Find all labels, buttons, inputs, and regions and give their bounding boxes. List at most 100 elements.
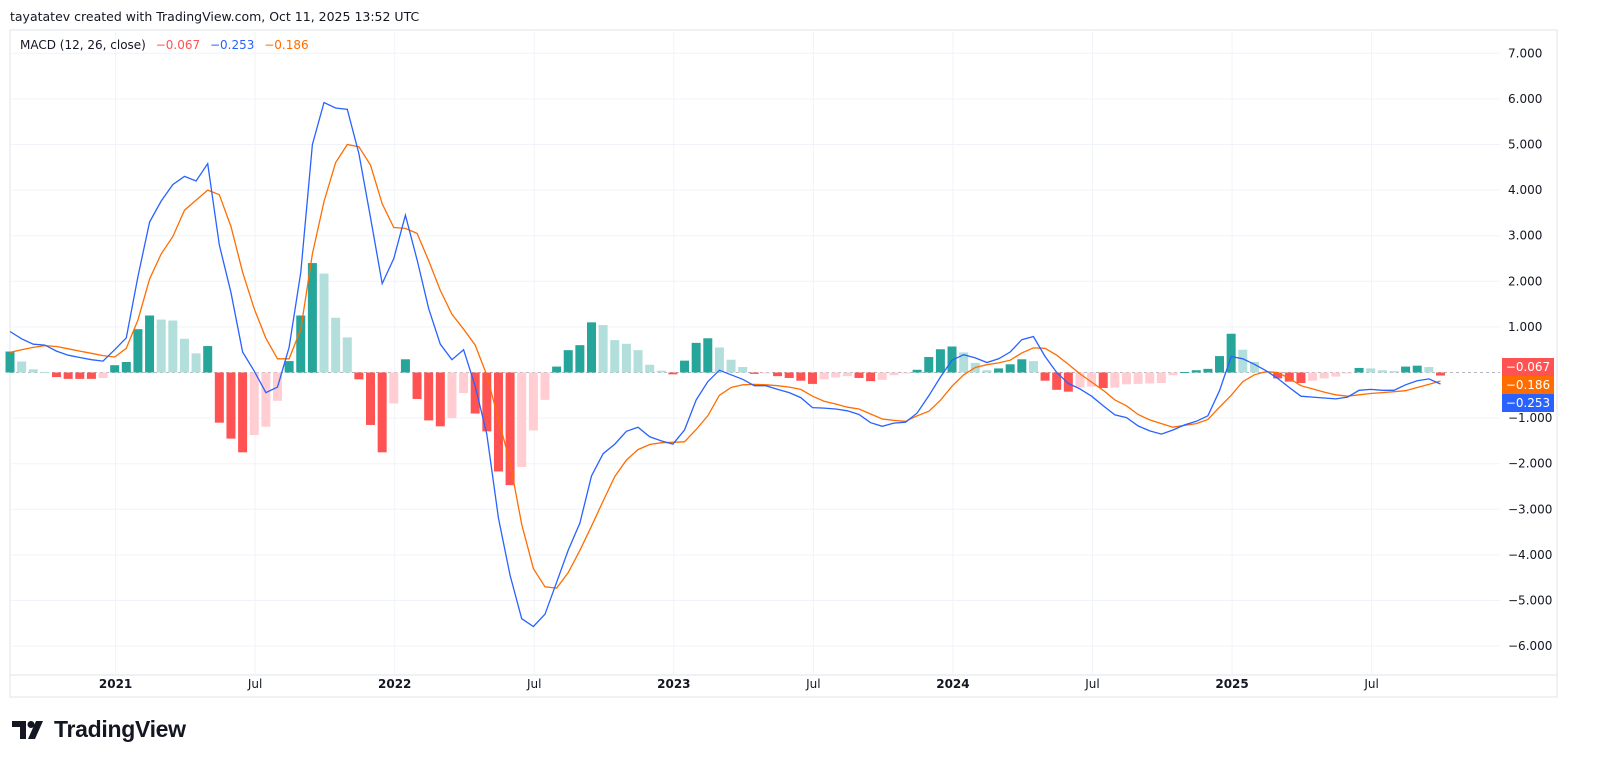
histogram-bar	[621, 343, 631, 373]
histogram-bar	[1145, 372, 1155, 384]
histogram-bar	[1296, 372, 1306, 383]
histogram-bar	[261, 372, 271, 427]
grid-lines	[10, 30, 1500, 675]
histogram-bar	[63, 372, 73, 379]
histogram-bar	[1168, 372, 1178, 376]
x-tick-label: 2022	[378, 677, 411, 691]
histogram-bar	[773, 372, 783, 377]
histogram-bar	[1284, 372, 1294, 382]
histogram-bar	[749, 372, 759, 374]
x-tick-label: 2021	[99, 677, 132, 691]
histogram-bar	[935, 349, 945, 373]
histogram-bar	[447, 372, 457, 419]
histogram-bar	[1308, 372, 1318, 381]
histogram-last-value-label: −0.067	[1506, 360, 1550, 374]
histogram-bar	[307, 263, 317, 373]
histogram-bar	[28, 369, 38, 373]
histogram-bar	[784, 372, 794, 378]
histogram-bar	[866, 372, 876, 382]
histogram-bar	[1215, 356, 1225, 373]
y-tick-label: −3.000	[1508, 502, 1552, 516]
y-tick-label: −6.000	[1508, 639, 1552, 653]
histogram-bar	[86, 372, 96, 379]
histogram-bar	[982, 370, 992, 373]
indicator-lines	[9, 101, 1441, 628]
tradingview-logo[interactable]: TradingView	[12, 716, 186, 743]
histogram-bar	[203, 346, 213, 373]
histogram-bar	[1331, 372, 1341, 377]
histogram-bar	[610, 340, 620, 373]
histogram-bar	[1040, 372, 1050, 381]
y-tick-label: 4.000	[1508, 183, 1542, 197]
histogram-bar	[1249, 362, 1259, 373]
histogram-bar	[296, 315, 306, 373]
histogram-last-value-label-bg	[1502, 358, 1554, 376]
y-tick-label: −1.000	[1508, 411, 1552, 425]
y-tick-label: −5.000	[1508, 594, 1552, 608]
x-tick-label: 2023	[657, 677, 690, 691]
histogram-bar	[912, 369, 922, 373]
x-tick-label: Jul	[247, 677, 262, 691]
histogram-bar	[1226, 333, 1236, 373]
pane-border	[9, 29, 1558, 698]
histogram-bar	[1412, 365, 1422, 373]
histogram-bar	[110, 365, 120, 373]
histogram-bar	[1191, 370, 1201, 373]
y-tick-label: −2.000	[1508, 457, 1552, 471]
histogram-bar	[633, 350, 643, 373]
histogram-bar	[645, 364, 655, 373]
histogram-bar	[1017, 359, 1027, 373]
time-axis[interactable]: 2021 Jul 2022 Jul 2023 Jul 2024 Jul 2025 Jul	[99, 677, 1379, 691]
histogram-bar	[842, 372, 852, 377]
histogram-bar	[470, 372, 480, 414]
macd-line	[9, 101, 1441, 628]
histogram-bar	[424, 372, 434, 421]
histogram-bar	[191, 353, 201, 373]
y-tick-label: 1.000	[1508, 320, 1542, 334]
histogram-bar	[877, 372, 887, 380]
histogram-bar	[691, 342, 701, 373]
histogram-bar	[389, 372, 399, 404]
histogram-bar	[1342, 372, 1352, 374]
price-axis[interactable]: 7.000 6.000 5.000 4.000 3.000 2.000 1.000 −1.00…	[1508, 46, 1552, 653]
histogram-bar	[901, 372, 911, 374]
histogram-bar	[668, 372, 678, 375]
y-tick-label: 7.000	[1508, 46, 1542, 60]
histogram-bar	[366, 372, 376, 425]
histogram-bar	[552, 366, 562, 373]
histogram-bar	[831, 372, 841, 378]
histogram-bar	[563, 350, 573, 373]
histogram-bar	[17, 361, 27, 373]
histogram-bar	[598, 325, 608, 373]
histogram-bars	[5, 263, 1445, 486]
x-tick-label: Jul	[805, 677, 820, 691]
histogram-bar	[482, 372, 492, 432]
histogram-bar	[342, 337, 352, 373]
x-tick-label: 2025	[1215, 677, 1248, 691]
histogram-bar	[819, 372, 829, 380]
chart-attribution: tayatatev created with TradingView.com, …	[10, 9, 420, 24]
x-tick-label: Jul	[1363, 677, 1378, 691]
histogram-bar	[680, 360, 690, 373]
histogram-bar	[1401, 366, 1411, 373]
histogram-bar	[121, 362, 131, 373]
histogram-bar	[1377, 370, 1387, 373]
histogram-bar	[1180, 372, 1190, 374]
y-tick-label: 5.000	[1508, 138, 1542, 152]
indicator-legend[interactable]: MACD (12, 26, close) −0.067 −0.253 −0.18…	[20, 38, 315, 52]
histogram-bar	[493, 372, 503, 472]
histogram-bar	[1389, 371, 1399, 373]
histogram-bar	[1087, 372, 1097, 387]
histogram-bar	[1424, 367, 1434, 373]
histogram-bar	[52, 372, 62, 378]
chart-frame	[9, 29, 1558, 698]
histogram-bar	[1156, 372, 1166, 383]
histogram-bar	[854, 372, 864, 378]
histogram-bar	[738, 367, 748, 373]
histogram-bar	[924, 356, 934, 373]
histogram-bar	[1354, 367, 1364, 373]
y-tick-label: −4.000	[1508, 548, 1552, 562]
histogram-bar	[959, 352, 969, 373]
histogram-bar	[1435, 372, 1445, 376]
